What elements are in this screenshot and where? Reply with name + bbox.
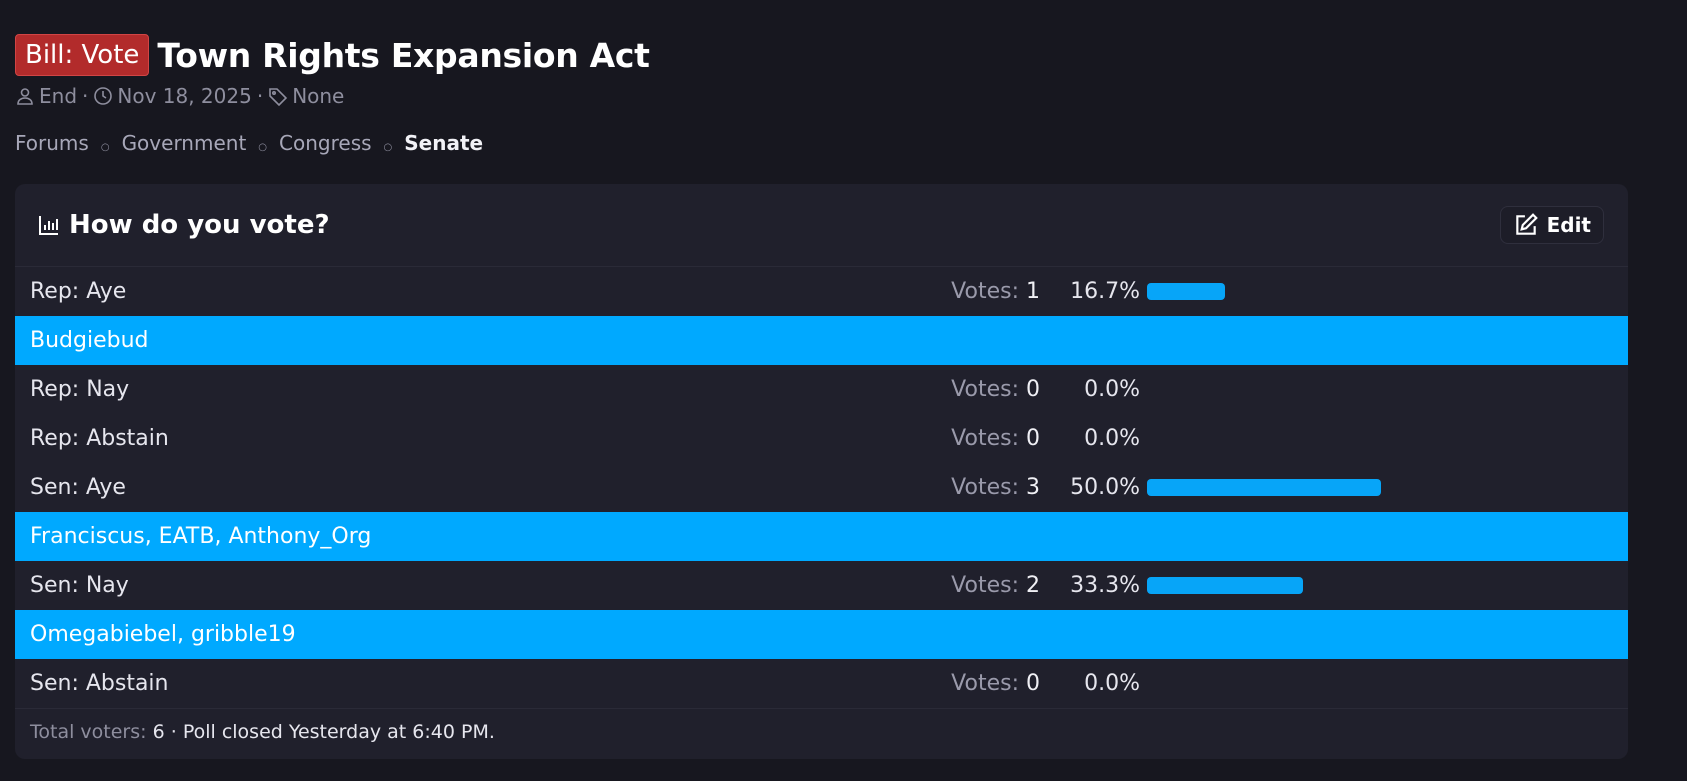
poll-option-row: Rep: Nay Votes: 0 0.0%: [15, 365, 1628, 414]
thread-prefix-badge[interactable]: Bill: Vote: [15, 34, 150, 76]
votes-label: Votes:: [951, 279, 1019, 304]
user-icon: [17, 88, 33, 105]
edit-poll-button[interactable]: Edit: [1499, 206, 1604, 244]
poll-option-row: Sen: Abstain Votes: 0 0.0%: [15, 659, 1628, 708]
option-bar: [1147, 577, 1303, 594]
option-percent: 0.0%: [1084, 671, 1140, 696]
votes-label: Votes:: [951, 426, 1019, 451]
thread-author[interactable]: End: [39, 84, 78, 108]
breadcrumb-forums[interactable]: Forums: [15, 131, 89, 155]
poll-header: How do you vote? Edit: [15, 184, 1628, 267]
option-votes: Votes: 2: [951, 573, 1040, 598]
votes-label: Votes:: [951, 671, 1019, 696]
option-votes: Votes: 0: [951, 377, 1040, 402]
poll-footer: Total voters: 6 · Poll closed Yesterday …: [15, 708, 1628, 755]
page-title: Town Rights Expansion Act: [157, 35, 650, 75]
votes-label: Votes:: [951, 573, 1019, 598]
breadcrumb-separator: ○: [258, 141, 268, 153]
option-label: Rep: Aye: [30, 279, 127, 304]
option-voters: Budgiebud: [15, 316, 1628, 365]
votes-label: Votes:: [951, 475, 1019, 500]
option-percent: 0.0%: [1084, 426, 1140, 451]
poll-question: How do you vote?: [69, 210, 330, 240]
votes-count: 3: [1026, 475, 1040, 500]
poll-block: How do you vote? Edit Rep: Aye Votes: 1 …: [15, 184, 1628, 759]
option-label: Sen: Nay: [30, 573, 129, 598]
total-voters-count: 6: [152, 721, 165, 743]
option-voters: Omegabiebel, gribble19: [15, 610, 1628, 659]
option-percent: 33.3%: [1070, 573, 1140, 598]
footer-separator: ·: [170, 721, 177, 743]
breadcrumb-congress[interactable]: Congress: [279, 131, 372, 155]
thread-header: Bill: Vote Town Rights Expansion Act End…: [15, 32, 1587, 158]
breadcrumb-separator: ○: [100, 141, 110, 153]
thread-meta: End · Nov 18, 2025 · None: [15, 82, 1587, 110]
title-row: Bill: Vote Town Rights Expansion Act: [15, 32, 1587, 78]
edit-icon: [1515, 213, 1538, 235]
poll-option-row: Rep: Abstain Votes: 0 0.0%: [15, 414, 1628, 463]
option-voters: Franciscus, EATB, Anthony_Org: [15, 512, 1628, 561]
option-percent: 0.0%: [1084, 377, 1140, 402]
poll-option-row: Sen: Aye Votes: 3 50.0%: [15, 463, 1628, 512]
votes-count: 0: [1026, 426, 1040, 451]
votes-count: 2: [1026, 573, 1040, 598]
meta-separator: ·: [82, 84, 89, 108]
poll-option-row: Sen: Nay Votes: 2 33.3%: [15, 561, 1628, 610]
option-label: Sen: Abstain: [30, 671, 169, 696]
votes-count: 1: [1026, 279, 1040, 304]
option-votes: Votes: 3: [951, 475, 1040, 500]
bar-chart-icon: [39, 216, 58, 235]
breadcrumb-government[interactable]: Government: [121, 131, 247, 155]
thread-date[interactable]: Nov 18, 2025: [117, 84, 252, 108]
option-bar: [1147, 479, 1381, 496]
total-voters-label: Total voters:: [30, 721, 147, 743]
option-label: Rep: Nay: [30, 377, 130, 402]
votes-count: 0: [1026, 377, 1040, 402]
breadcrumb-senate[interactable]: Senate: [404, 131, 484, 155]
edit-label: Edit: [1546, 213, 1591, 237]
option-votes: Votes: 0: [951, 426, 1040, 451]
meta-separator: ·: [256, 84, 264, 108]
option-bar: [1147, 283, 1225, 300]
option-label: Sen: Aye: [30, 475, 126, 500]
breadcrumb-separator: ○: [383, 141, 393, 153]
clock-icon: [94, 87, 113, 105]
option-votes: Votes: 0: [951, 671, 1040, 696]
option-percent: 16.7%: [1070, 279, 1140, 304]
option-label: Rep: Abstain: [30, 426, 169, 451]
poll-option-row: Rep: Aye Votes: 1 16.7%: [15, 267, 1628, 316]
breadcrumb: Forums ○ Government ○ Congress ○ Senate: [15, 128, 1587, 158]
poll-closed-text: Poll closed Yesterday at 6:40 PM.: [182, 721, 495, 743]
option-percent: 50.0%: [1070, 475, 1140, 500]
poll-results: Rep: Aye Votes: 1 16.7% Budgiebud Rep: N…: [15, 267, 1628, 708]
votes-label: Votes:: [951, 377, 1019, 402]
option-votes: Votes: 1: [951, 279, 1040, 304]
poll-title: How do you vote?: [37, 210, 330, 240]
tag-icon: [269, 88, 288, 106]
thread-tags: None: [292, 84, 345, 108]
votes-count: 0: [1026, 671, 1040, 696]
